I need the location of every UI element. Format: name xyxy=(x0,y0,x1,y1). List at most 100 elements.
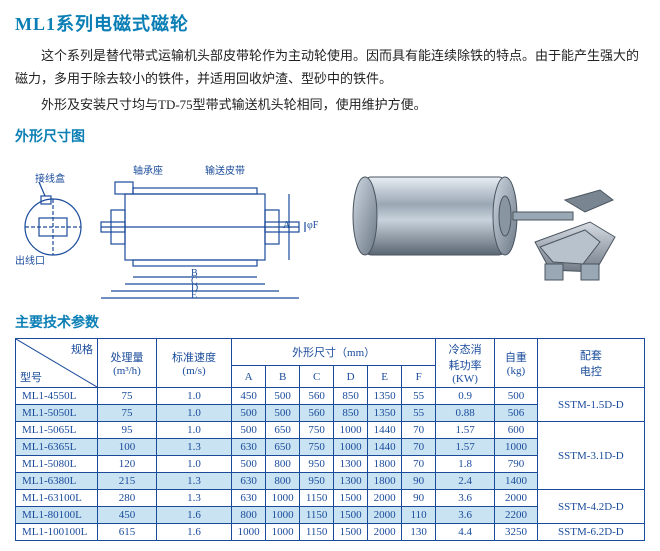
header-speed: 标准速度 (m/s) xyxy=(156,339,231,388)
cell: 1150 xyxy=(300,524,334,541)
table-row: ML1-4550L751.04505005608501350550.9500SS… xyxy=(16,388,645,405)
cell: 55 xyxy=(402,405,436,422)
header-weight: 自重 (kg) xyxy=(495,339,538,388)
cell: ML1-63100L xyxy=(16,490,98,507)
cell: 3.6 xyxy=(436,490,495,507)
cell: 110 xyxy=(402,507,436,524)
cell: 500 xyxy=(232,405,266,422)
cell: 1000 xyxy=(495,439,538,456)
cell: 1.3 xyxy=(156,473,231,490)
label-bearing: 轴承座 xyxy=(133,162,163,177)
cell: 1000 xyxy=(334,422,368,439)
cell: 750 xyxy=(300,439,334,456)
table-row: ML1-63100L2801.36301000115015002000903.6… xyxy=(16,490,645,507)
cell: 70 xyxy=(402,422,436,439)
header-dim-D: D xyxy=(334,366,368,388)
cell: 1440 xyxy=(368,422,402,439)
cell: 1.57 xyxy=(436,439,495,456)
intro-paragraph-1: 这个系列是替代带式运输机头部皮带轮作为主动轮使用。因而具有能连续除铁的特点。由于… xyxy=(15,44,645,91)
cell: 1000 xyxy=(266,507,300,524)
cell: 1300 xyxy=(334,456,368,473)
cell: 800 xyxy=(232,507,266,524)
cell: 55 xyxy=(402,388,436,405)
technical-drawing: 接线盒 出线口 轴承座 输送皮带 A B C D E φF xyxy=(15,152,325,302)
cell: 630 xyxy=(232,439,266,456)
page-title: ML1系列电磁式磁轮 xyxy=(15,10,645,36)
cell: 950 xyxy=(300,456,334,473)
label-jbox: 接线盒 xyxy=(35,170,65,185)
cell: 1.8 xyxy=(436,456,495,473)
intro-paragraph-2: 外形及安装尺寸均与TD-75型带式输送机头轮相同，使用维护方便。 xyxy=(15,93,645,116)
cell: 130 xyxy=(402,524,436,541)
cell: 1150 xyxy=(300,507,334,524)
label-E: E xyxy=(191,290,197,301)
cell: 1.3 xyxy=(156,439,231,456)
cell: 630 xyxy=(232,490,266,507)
cell: 1.0 xyxy=(156,405,231,422)
cell: 70 xyxy=(402,456,436,473)
cell: 1.3 xyxy=(156,490,231,507)
cell: 1.6 xyxy=(156,507,231,524)
label-outlet: 出线口 xyxy=(15,252,45,267)
cell: 500 xyxy=(266,388,300,405)
cell: 1350 xyxy=(368,388,402,405)
label-F: φF xyxy=(307,220,318,231)
header-dim-B: B xyxy=(266,366,300,388)
header-dim-E: E xyxy=(368,366,402,388)
header-spec-model: 规格 型号 xyxy=(16,339,98,388)
cell: 1.0 xyxy=(156,456,231,473)
cell: 615 xyxy=(98,524,157,541)
cell: 500 xyxy=(232,422,266,439)
cell: 500 xyxy=(266,405,300,422)
header-dims-group: 外形尺寸（mm） xyxy=(232,339,436,366)
cell: 280 xyxy=(98,490,157,507)
cell: ML1-6380L xyxy=(16,473,98,490)
header-dim-F: F xyxy=(402,366,436,388)
cell: 3250 xyxy=(495,524,538,541)
cell: 90 xyxy=(402,490,436,507)
motor-cell: SSTM-6.2D-D xyxy=(537,524,644,541)
cell: 2000 xyxy=(368,490,402,507)
cell: 1300 xyxy=(334,473,368,490)
cell: 1.0 xyxy=(156,388,231,405)
motor-cell: SSTM-3.1D-D xyxy=(537,422,644,490)
diagram-section-title: 外形尺寸图 xyxy=(15,126,645,146)
header-dim-A: A xyxy=(232,366,266,388)
cell: 506 xyxy=(495,405,538,422)
spec-table: 规格 型号 处理量 (m³/h) 标准速度 (m/s) 外形尺寸（mm） 冷态消… xyxy=(15,338,645,541)
cell: ML1-5080L xyxy=(16,456,98,473)
cell: 630 xyxy=(232,473,266,490)
label-belt: 输送皮带 xyxy=(205,162,245,177)
cell: 950 xyxy=(300,473,334,490)
cell: ML1-5065L xyxy=(16,422,98,439)
cell: 0.88 xyxy=(436,405,495,422)
cell: 1000 xyxy=(266,490,300,507)
cell: 1000 xyxy=(266,524,300,541)
cell: 2000 xyxy=(495,490,538,507)
cell: 1.6 xyxy=(156,524,231,541)
cell: 4.4 xyxy=(436,524,495,541)
cell: ML1-80100L xyxy=(16,507,98,524)
cell: 1.57 xyxy=(436,422,495,439)
diagram-row: 接线盒 出线口 轴承座 输送皮带 A B C D E φF xyxy=(15,152,645,302)
header-throughput: 处理量 (m³/h) xyxy=(98,339,157,388)
cell: 500 xyxy=(495,388,538,405)
cell: 800 xyxy=(266,473,300,490)
cell: 850 xyxy=(334,405,368,422)
cell: 70 xyxy=(402,439,436,456)
header-spec: 规格 xyxy=(71,341,93,357)
cell: 100 xyxy=(98,439,157,456)
cell: 650 xyxy=(266,439,300,456)
table-row: ML1-5065L951.050065075010001440701.57600… xyxy=(16,422,645,439)
cell: 560 xyxy=(300,405,334,422)
params-section-title: 主要技术参数 xyxy=(15,312,645,332)
cell: ML1-4550L xyxy=(16,388,98,405)
cell: 1.0 xyxy=(156,422,231,439)
cell: 2000 xyxy=(368,507,402,524)
cell: 1500 xyxy=(334,490,368,507)
cell: 1350 xyxy=(368,405,402,422)
cell: 215 xyxy=(98,473,157,490)
cell: 560 xyxy=(300,388,334,405)
motor-cell: SSTM-4.2D-D xyxy=(537,490,644,524)
cell: 75 xyxy=(98,388,157,405)
